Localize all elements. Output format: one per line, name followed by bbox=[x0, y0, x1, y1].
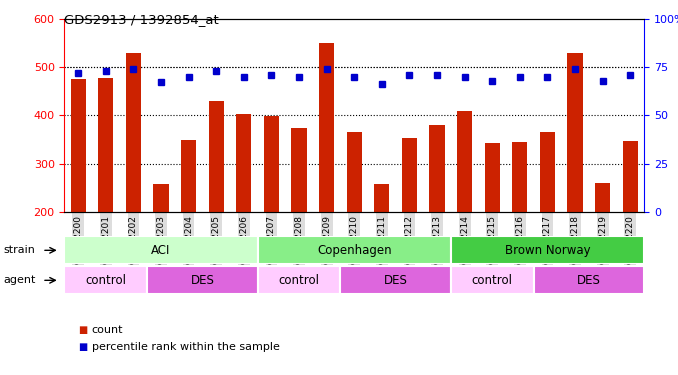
Bar bbox=[451, 266, 534, 294]
Bar bbox=[64, 236, 258, 264]
Bar bbox=[153, 184, 169, 212]
Bar bbox=[567, 53, 582, 212]
Bar bbox=[236, 114, 252, 212]
Text: control: control bbox=[279, 274, 319, 287]
Bar bbox=[513, 142, 527, 212]
Bar bbox=[209, 101, 224, 212]
Bar bbox=[264, 116, 279, 212]
Text: control: control bbox=[85, 274, 126, 287]
Bar bbox=[540, 132, 555, 212]
Text: Copenhagen: Copenhagen bbox=[317, 244, 392, 257]
Bar bbox=[429, 125, 445, 212]
Bar bbox=[71, 79, 86, 212]
Bar bbox=[319, 43, 334, 212]
Bar bbox=[402, 138, 417, 212]
Bar bbox=[485, 143, 500, 212]
Bar bbox=[622, 141, 638, 212]
Bar bbox=[258, 236, 451, 264]
Bar bbox=[346, 132, 362, 212]
Text: Brown Norway: Brown Norway bbox=[504, 244, 591, 257]
Text: control: control bbox=[472, 274, 513, 287]
Bar bbox=[457, 111, 473, 212]
Bar bbox=[147, 266, 258, 294]
Bar bbox=[181, 140, 196, 212]
Text: DES: DES bbox=[191, 274, 214, 287]
Text: GDS2913 / 1392854_at: GDS2913 / 1392854_at bbox=[64, 13, 219, 26]
Bar bbox=[126, 53, 141, 212]
Text: ■: ■ bbox=[78, 325, 87, 335]
Bar bbox=[340, 266, 451, 294]
Text: percentile rank within the sample: percentile rank within the sample bbox=[92, 342, 279, 352]
Text: DES: DES bbox=[384, 274, 407, 287]
Bar bbox=[98, 78, 113, 212]
Text: count: count bbox=[92, 325, 123, 335]
Bar bbox=[292, 128, 306, 212]
Bar bbox=[374, 184, 389, 212]
Text: ACI: ACI bbox=[151, 244, 171, 257]
Text: DES: DES bbox=[577, 274, 601, 287]
Bar bbox=[451, 236, 644, 264]
Text: agent: agent bbox=[3, 275, 36, 285]
Bar bbox=[595, 183, 610, 212]
Text: ■: ■ bbox=[78, 342, 87, 352]
Bar bbox=[534, 266, 644, 294]
Text: strain: strain bbox=[3, 245, 35, 255]
Bar bbox=[64, 266, 147, 294]
Bar bbox=[258, 266, 340, 294]
